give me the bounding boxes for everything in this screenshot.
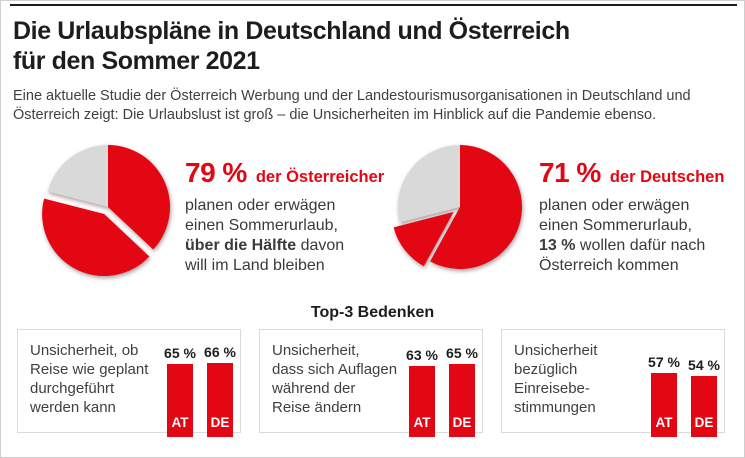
bar-value-at: 63 % [406, 347, 438, 363]
pie-chart-austria [42, 145, 170, 277]
concern-card-3-text: Unsicherheit bezüglich Einreisebe-stimmung… [514, 342, 598, 416]
concern-card-1-bar-at: 65 % AT [164, 345, 196, 437]
bar-tag-at: AT [171, 415, 189, 430]
pie-austria-text: 79 % der Österreicher planen oder erwäge… [185, 157, 395, 276]
bar-value-de: 54 % [688, 357, 720, 373]
concern-card-3-bar-at: 57 % AT [648, 354, 680, 437]
page-subtitle-line1: Eine aktuelle Studie der Österreich Werb… [13, 88, 691, 104]
concern-card-2: Unsicherheit, dass sich Auflagen während d… [259, 329, 483, 437]
page-subtitle-line2: Österreich zeigt: Die Urlaubslust ist gr… [13, 107, 657, 123]
page-subtitle: Eine aktuelle Studie der Österreich Werb… [13, 87, 738, 125]
bar-at: AT [409, 366, 435, 437]
pie-austria-headline: 79 % der Österreicher [185, 157, 395, 189]
pie-germany-label: der Deutschen [609, 168, 725, 186]
bar-de: DE [207, 363, 233, 437]
page-title-line1: Die Urlaubspläne in Deutschland und Öste… [13, 17, 570, 45]
concern-card-3: Unsicherheit bezüglich Einreisebe-stimmung… [501, 329, 725, 437]
concern-card-1-text: Unsicherheit, ob Reise wie geplant durchge… [30, 342, 149, 416]
page-title: Die Urlaubspläne in Deutschland und Öste… [13, 16, 733, 76]
pie-germany-value: 71 % [539, 157, 601, 188]
bar-tag-de: DE [210, 415, 230, 430]
top-divider [10, 4, 737, 6]
page-title-line2: für den Sommer 2021 [13, 47, 260, 75]
bar-tag-at: AT [655, 415, 673, 430]
bar-de: DE [449, 364, 475, 437]
bar-tag-at: AT [413, 415, 431, 430]
pie-germany-description: planen oder erwägen einen Sommerurlaub, 13… [539, 197, 706, 274]
concern-card-2-text: Unsicherheit, dass sich Auflagen während d… [272, 342, 398, 416]
concern-card-1: Unsicherheit, ob Reise wie geplant durchge… [17, 329, 241, 437]
pie-austria-label: der Österreicher [255, 168, 385, 186]
bar-value-de: 65 % [446, 345, 478, 361]
bar-at: AT [651, 373, 677, 437]
pie-germany-headline: 71 % der Deutschen [539, 157, 744, 189]
bar-at: AT [167, 364, 193, 437]
pie-austria-value: 79 % [185, 157, 247, 188]
bar-de: DE [691, 376, 717, 437]
bar-value-at: 57 % [648, 354, 680, 370]
concern-card-1-bar-de: 66 % DE [204, 344, 236, 437]
bar-value-de: 66 % [204, 344, 236, 360]
concern-card-3-bar-de: 54 % DE [688, 357, 720, 437]
pie-austria-description: planen oder erwägen einen Sommerurlaub, üb… [185, 197, 345, 274]
pie-germany-text: 71 % der Deutschen planen oder erwägen ei… [539, 157, 744, 276]
concern-card-2-bar-at: 63 % AT [406, 347, 438, 437]
concern-card-2-bar-de: 65 % DE [446, 345, 478, 437]
section-title-top3-bedenken: Top-3 Bedenken [310, 304, 435, 321]
bar-tag-de: DE [452, 415, 472, 430]
bar-tag-de: DE [694, 415, 714, 430]
bar-value-at: 65 % [164, 345, 196, 361]
pie-chart-germany [393, 145, 522, 269]
